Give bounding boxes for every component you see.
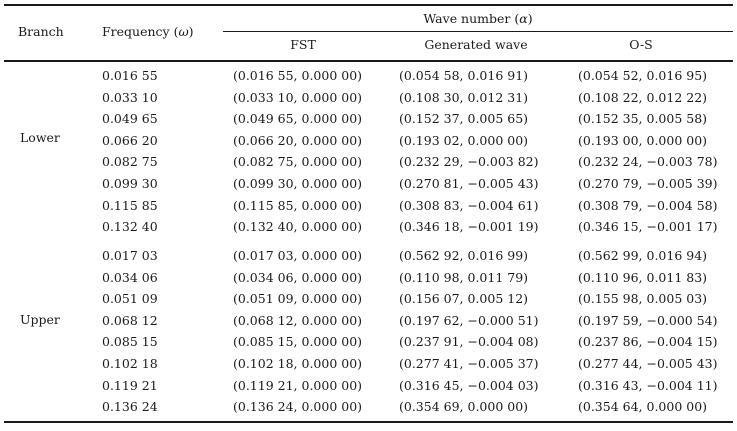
branch-label-lower: Lower (20, 130, 60, 145)
fst-cell: (0.136 24, 0.000 00) (233, 399, 363, 415)
table-row: 0.066 20 (0.066 20, 0.000 00) (0.193 02, 0… (0, 129, 737, 153)
frequency-cell: 0.132 40 (102, 219, 158, 235)
header-frequency: Frequency (ω) (102, 24, 194, 40)
fst-cell: (0.034 06, 0.000 00) (233, 269, 363, 285)
header-branch: Branch (18, 24, 64, 39)
header-frequency-suffix: ) (188, 24, 194, 39)
os-cell: (0.270 79, −0.005 39) (578, 176, 718, 191)
table-row: 0.049 65 (0.049 65, 0.000 00) (0.152 37, 0… (0, 107, 737, 131)
os-cell: (0.346 15, −0.001 17) (578, 219, 718, 235)
frequency-cell: 0.017 03 (102, 248, 158, 263)
wave-number-subrule (223, 31, 733, 32)
frequency-cell: 0.085 15 (102, 334, 158, 350)
header-wave-number: Wave number (α) (423, 11, 532, 27)
generated-wave-cell: (0.308 83, −0.004 61) (399, 197, 539, 213)
fst-cell: (0.102 18, 0.000 00) (233, 356, 363, 371)
fst-cell: (0.082 75, 0.000 00) (233, 154, 363, 170)
table-row: 0.102 18 (0.102 18, 0.000 00) (0.277 41, −… (0, 352, 737, 376)
fst-cell: (0.049 65, 0.000 00) (233, 111, 363, 127)
generated-wave-cell: (0.193 02, 0.000 00) (399, 132, 529, 148)
header-os: O-S (629, 37, 653, 52)
generated-wave-cell: (0.277 41, −0.005 37) (399, 356, 539, 371)
os-cell: (0.232 24, −0.003 78) (578, 154, 718, 170)
os-cell: (0.155 98, 0.005 03) (578, 291, 708, 307)
header-frequency-prefix: Frequency ( (102, 24, 179, 39)
os-cell: (0.108 22, 0.012 22) (578, 89, 708, 105)
os-cell: (0.193 00, 0.000 00) (578, 132, 708, 148)
fst-cell: (0.085 15, 0.000 00) (233, 334, 363, 350)
frequency-cell: 0.082 75 (102, 154, 158, 170)
os-cell: (0.354 64, 0.000 00) (578, 399, 708, 415)
generated-wave-cell: (0.237 91, −0.004 08) (399, 334, 539, 350)
generated-wave-cell: (0.316 45, −0.004 03) (399, 377, 539, 393)
os-cell: (0.277 44, −0.005 43) (578, 356, 718, 371)
table-row: 0.082 75 (0.082 75, 0.000 00) (0.232 29, −… (0, 150, 737, 174)
branch-label-upper: Upper (20, 312, 60, 327)
frequency-cell: 0.049 65 (102, 111, 158, 127)
os-cell: (0.197 59, −0.000 54) (578, 312, 718, 328)
generated-wave-cell: (0.270 81, −0.005 43) (399, 176, 539, 191)
os-cell: (0.152 35, 0.005 58) (578, 111, 708, 127)
frequency-cell: 0.099 30 (102, 176, 158, 191)
table-row: 0.033 10 (0.033 10, 0.000 00) (0.108 30, 0… (0, 86, 737, 110)
generated-wave-cell: (0.562 92, 0.016 99) (399, 248, 529, 263)
os-cell: (0.237 86, −0.004 15) (578, 334, 718, 350)
table-top-rule (4, 4, 733, 6)
frequency-cell: 0.016 55 (102, 68, 158, 83)
frequency-cell: 0.102 18 (102, 356, 158, 371)
table-row: 0.136 24 (0.136 24, 0.000 00) (0.354 69, 0… (0, 395, 737, 419)
table-row: 0.068 12 (0.068 12, 0.000 00) (0.197 62, −… (0, 309, 737, 333)
alpha-symbol: α (519, 11, 528, 26)
fst-cell: (0.033 10, 0.000 00) (233, 89, 363, 105)
frequency-cell: 0.034 06 (102, 269, 158, 285)
generated-wave-cell: (0.152 37, 0.005 65) (399, 111, 529, 127)
fst-cell: (0.068 12, 0.000 00) (233, 312, 363, 328)
generated-wave-cell: (0.110 98, 0.011 79) (399, 269, 529, 285)
frequency-cell: 0.136 24 (102, 399, 158, 415)
generated-wave-cell: (0.346 18, −0.001 19) (399, 219, 539, 235)
frequency-cell: 0.119 21 (102, 377, 158, 393)
table-row: 0.017 03 (0.017 03, 0.000 00) (0.562 92, 0… (0, 244, 737, 268)
generated-wave-cell: (0.197 62, −0.000 51) (399, 312, 539, 328)
header-fst: FST (290, 37, 316, 52)
generated-wave-cell: (0.354 69, 0.000 00) (399, 399, 529, 415)
table-row: 0.119 21 (0.119 21, 0.000 00) (0.316 45, −… (0, 374, 737, 398)
fst-cell: (0.099 30, 0.000 00) (233, 176, 363, 191)
frequency-cell: 0.051 09 (102, 291, 158, 307)
generated-wave-cell: (0.108 30, 0.012 31) (399, 89, 529, 105)
fst-cell: (0.017 03, 0.000 00) (233, 248, 363, 263)
os-cell: (0.054 52, 0.016 95) (578, 68, 708, 83)
os-cell: (0.308 79, −0.004 58) (578, 197, 718, 213)
table-row: 0.115 85 (0.115 85, 0.000 00) (0.308 83, −… (0, 194, 737, 218)
header-generated-wave: Generated wave (424, 37, 528, 52)
os-cell: (0.110 96, 0.011 83) (578, 269, 708, 285)
table-row: 0.099 30 (0.099 30, 0.000 00) (0.270 81, −… (0, 172, 737, 196)
generated-wave-cell: (0.232 29, −0.003 82) (399, 154, 539, 170)
table-row: 0.034 06 (0.034 06, 0.000 00) (0.110 98, 0… (0, 266, 737, 290)
omega-symbol: ω (178, 24, 189, 39)
fst-cell: (0.115 85, 0.000 00) (233, 197, 363, 213)
table-row: 0.051 09 (0.051 09, 0.000 00) (0.156 07, 0… (0, 287, 737, 311)
fst-cell: (0.016 55, 0.000 00) (233, 68, 363, 83)
generated-wave-cell: (0.054 58, 0.016 91) (399, 68, 529, 83)
frequency-cell: 0.115 85 (102, 197, 158, 213)
generated-wave-cell: (0.156 07, 0.005 12) (399, 291, 529, 307)
fst-cell: (0.119 21, 0.000 00) (233, 377, 363, 393)
table-bottom-rule (4, 421, 733, 423)
frequency-cell: 0.066 20 (102, 132, 158, 148)
frequency-cell: 0.033 10 (102, 89, 158, 105)
header-wave-prefix: Wave number ( (423, 11, 520, 26)
fst-cell: (0.066 20, 0.000 00) (233, 132, 363, 148)
frequency-cell: 0.068 12 (102, 312, 158, 328)
os-cell: (0.562 99, 0.016 94) (578, 248, 708, 263)
fst-cell: (0.051 09, 0.000 00) (233, 291, 363, 307)
fst-cell: (0.132 40, 0.000 00) (233, 219, 363, 235)
header-wave-suffix: ) (527, 11, 533, 26)
os-cell: (0.316 43, −0.004 11) (578, 377, 718, 393)
table-row: 0.085 15 (0.085 15, 0.000 00) (0.237 91, −… (0, 330, 737, 354)
header-rule (4, 60, 733, 62)
table-row: 0.016 55 (0.016 55, 0.000 00) (0.054 58, 0… (0, 64, 737, 88)
table-row: 0.132 40 (0.132 40, 0.000 00) (0.346 18, −… (0, 215, 737, 239)
